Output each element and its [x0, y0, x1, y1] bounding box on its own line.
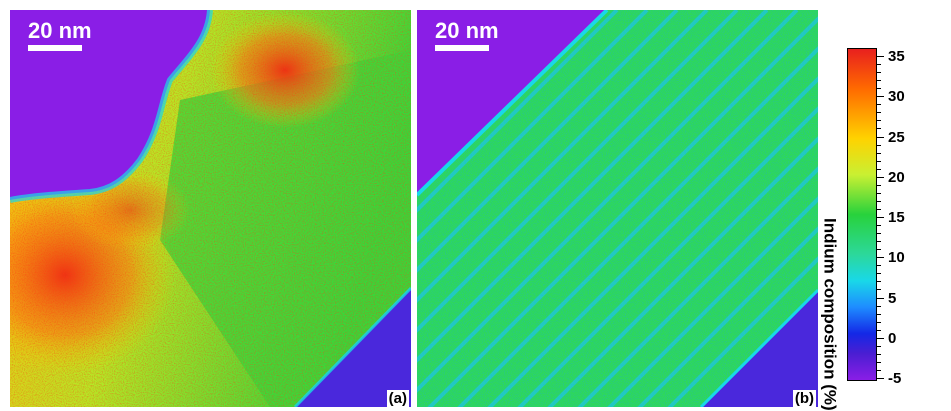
- colorbar-tick: [877, 297, 884, 299]
- map-b-image: [417, 10, 818, 407]
- colorbar-tick-label: 30: [888, 88, 905, 106]
- colorbar-minor-tick: [877, 321, 881, 323]
- panel-label-b: (b): [792, 390, 816, 407]
- colorbar-tick: [877, 257, 884, 259]
- colorbar-tick: [877, 96, 884, 98]
- composition-map-a: 20 nm (a): [10, 10, 411, 407]
- colorbar-minor-tick: [877, 208, 881, 210]
- colorbar-minor-tick: [877, 249, 881, 251]
- colorbar-minor-tick: [877, 313, 881, 315]
- colorbar-tick-label: 20: [888, 168, 905, 186]
- colorbar-minor-tick: [877, 233, 881, 235]
- colorbar-minor-tick: [877, 273, 881, 275]
- colorbar-minor-tick: [877, 88, 881, 90]
- colorbar-minor-tick: [877, 241, 881, 243]
- map-b-void-edge: [417, 10, 609, 197]
- colorbar-minor-tick: [877, 192, 881, 194]
- scale-bar-a-label: 20 nm: [28, 18, 92, 43]
- colorbar-minor-tick: [877, 72, 881, 74]
- colorbar-minor-tick: [877, 329, 881, 331]
- colorbar-minor-tick: [877, 305, 881, 307]
- colorbar-tick: [877, 136, 884, 138]
- colorbar-tick: [877, 217, 884, 218]
- map-b-substrate-edge: [699, 288, 818, 407]
- scale-bar-a: 20 nm: [28, 18, 92, 51]
- colorbar-tick-label: 25: [888, 128, 905, 146]
- colorbar-tick: [877, 176, 884, 178]
- colorbar-minor-tick: [877, 104, 881, 106]
- colorbar-minor-tick: [877, 265, 881, 267]
- colorbar-minor-tick: [877, 112, 881, 114]
- colorbar-minor-tick: [877, 184, 881, 186]
- colorbar-minor-tick: [877, 160, 881, 162]
- colorbar-minor-tick: [877, 64, 881, 66]
- scale-bar-b-line: [435, 45, 489, 51]
- colorbar-minor-tick: [877, 152, 881, 154]
- colorbar: [847, 48, 877, 381]
- colorbar-minor-tick: [877, 353, 881, 355]
- colorbar-minor-tick: [877, 80, 881, 82]
- map-a-void-edge: [10, 10, 213, 203]
- colorbar-minor-tick: [877, 225, 881, 227]
- colorbar-minor-tick: [877, 369, 881, 371]
- colorbar-tick-label: -5: [888, 370, 902, 387]
- colorbar-minor-tick: [877, 168, 881, 170]
- colorbar-minor-tick: [877, 289, 881, 291]
- colorbar-tick: [877, 337, 884, 339]
- colorbar-title: Indium composition (%): [820, 218, 840, 411]
- colorbar-tick-label: 15: [888, 209, 905, 226]
- colorbar-minor-tick: [877, 361, 881, 363]
- colorbar-minor-tick: [877, 128, 881, 130]
- scale-bar-b-label: 20 nm: [435, 18, 499, 43]
- map-a-substrate-edge: [293, 286, 411, 407]
- colorbar-tick-label: 10: [888, 249, 905, 267]
- composition-map-b: 20 nm (b): [417, 10, 818, 407]
- colorbar-tick-label: 5: [888, 289, 897, 307]
- colorbar-minor-tick: [877, 345, 881, 347]
- map-a-void-region: [10, 10, 210, 200]
- colorbar-minor-tick: [877, 120, 881, 122]
- panel-label-a: (a): [386, 390, 409, 407]
- scale-bar-a-line: [28, 45, 82, 51]
- map-a-image: [10, 10, 411, 407]
- colorbar-minor-tick: [877, 281, 881, 283]
- scale-bar-b: 20 nm: [435, 18, 499, 51]
- colorbar-minor-tick: [877, 200, 881, 202]
- colorbar-tick-label: 35: [888, 48, 905, 65]
- colorbar-minor-tick: [877, 144, 881, 146]
- colorbar-tick-label: 0: [888, 329, 897, 347]
- colorbar-tick: [877, 56, 884, 57]
- colorbar-tick: [877, 378, 884, 379]
